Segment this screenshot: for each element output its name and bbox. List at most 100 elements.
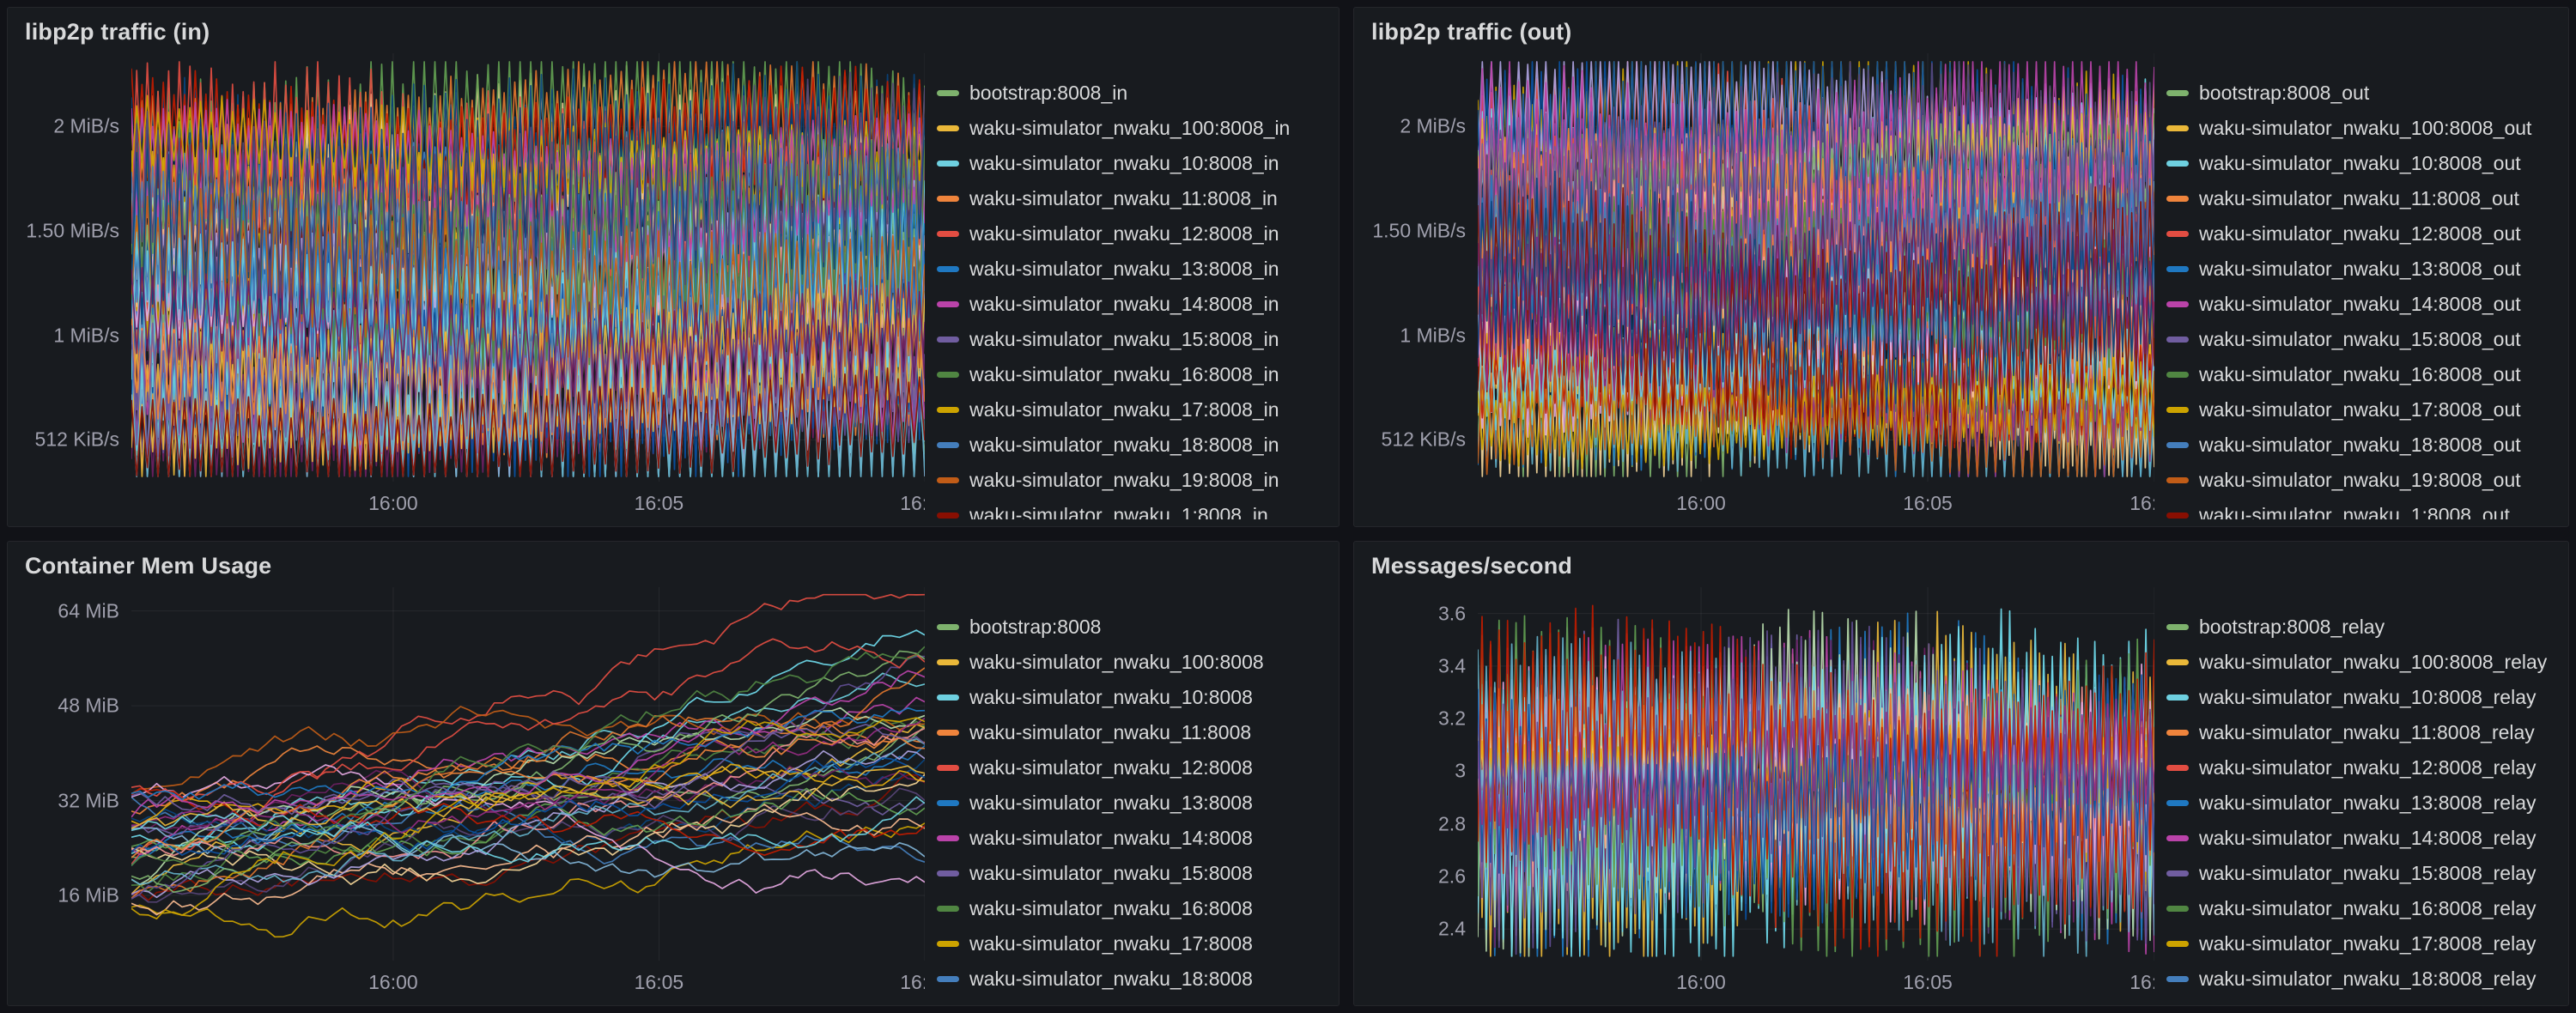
legend-series-label: bootstrap:8008 (969, 616, 1102, 638)
panel-title[interactable]: Messages/second (1371, 553, 1573, 579)
legend[interactable]: bootstrap:8008_out waku-simulator_nwaku_1… (2154, 53, 2561, 519)
x-tick-label: 16:00 (368, 492, 418, 514)
legend-series-label: waku-simulator_nwaku_15:8008_out (2199, 328, 2521, 350)
legend-series-label: waku-simulator_nwaku_14:8008_relay (2199, 827, 2537, 849)
panel-title[interactable]: libp2p traffic (in) (25, 19, 210, 45)
legend-series-label: waku-simulator_nwaku_16:8008_relay (2199, 897, 2537, 919)
y-tick-label: 2 MiB/s (1400, 114, 1466, 137)
legend-item[interactable]: waku-simulator_nwaku_100:8008_relay (2166, 645, 2561, 680)
legend-item[interactable]: waku-simulator_nwaku_100:8008 (937, 645, 1332, 680)
legend-item[interactable]: waku-simulator_nwaku_18:8008_relay (2166, 961, 2561, 997)
x-tick-label: 16:05 (1903, 492, 1953, 514)
legend-series-label: waku-simulator_nwaku_11:8008_relay (2199, 721, 2535, 743)
x-tick-label: 16:10 (900, 492, 925, 514)
legend-item[interactable]: waku-simulator_nwaku_11:8008 (937, 715, 1332, 750)
legend-item[interactable]: waku-simulator_nwaku_14:8008_out (2166, 287, 2561, 322)
legend-item[interactable]: waku-simulator_nwaku_14:8008_in (937, 287, 1332, 322)
legend-item[interactable]: waku-simulator_nwaku_12:8008_relay (2166, 750, 2561, 786)
legend-item[interactable]: waku-simulator_nwaku_18:8008_out (2166, 428, 2561, 463)
legend-series-label: waku-simulator_nwaku_100:8008 (969, 651, 1264, 673)
legend-item[interactable]: waku-simulator_nwaku_13:8008_in (937, 252, 1332, 287)
legend-item[interactable]: bootstrap:8008_relay (2166, 610, 2561, 645)
y-tick-label: 512 KiB/s (1381, 428, 1466, 451)
legend-item[interactable]: waku-simulator_nwaku_1:8008_in (937, 498, 1332, 519)
legend-item[interactable]: waku-simulator_nwaku_12:8008_out (2166, 216, 2561, 252)
legend-item[interactable]: waku-simulator_nwaku_11:8008_in (937, 181, 1332, 216)
legend-item[interactable]: waku-simulator_nwaku_16:8008 (937, 891, 1332, 926)
legend-item[interactable]: waku-simulator_nwaku_16:8008_in (937, 357, 1332, 392)
legend-item[interactable]: waku-simulator_nwaku_16:8008_out (2166, 357, 2561, 392)
legend-item[interactable]: waku-simulator_nwaku_11:8008_relay (2166, 715, 2561, 750)
legend-item[interactable]: waku-simulator_nwaku_100:8008_in (937, 111, 1332, 146)
legend-item[interactable]: waku-simulator_nwaku_16:8008_relay (2166, 891, 2561, 926)
time-series-chart: 64 MiB 48 MiB 32 MiB 16 MiB 16:00 16:05 16:10 (11, 587, 925, 998)
legend-item[interactable]: waku-simulator_nwaku_13:8008 (937, 786, 1332, 821)
legend-series-label: waku-simulator_nwaku_17:8008 (969, 932, 1253, 955)
panel-header: libp2p traffic (in) (8, 8, 1339, 50)
legend-item[interactable]: bootstrap:8008_in (937, 76, 1332, 111)
series-line (1478, 61, 2154, 314)
legend-series-label: waku-simulator_nwaku_100:8008_out (2199, 117, 2532, 139)
legend-item[interactable]: waku-simulator_nwaku_17:8008_relay (2166, 926, 2561, 961)
panel-title[interactable]: Container Mem Usage (25, 553, 272, 579)
time-series-chart: 2 MiB/s 1.50 MiB/s 1 MiB/s 512 KiB/s 16:00 1… (1358, 53, 2154, 519)
legend-series-swatch (937, 870, 959, 877)
legend-series-swatch (937, 477, 959, 483)
y-tick-label: 32 MiB (58, 789, 119, 812)
series-line (1478, 337, 2154, 477)
legend-item[interactable]: waku-simulator_nwaku_11:8008_out (2166, 181, 2561, 216)
legend-item[interactable]: waku-simulator_nwaku_10:8008_relay (2166, 680, 2561, 715)
plot-area[interactable] (131, 53, 925, 482)
legend-item[interactable]: waku-simulator_nwaku_12:8008_in (937, 216, 1332, 252)
legend-item[interactable]: bootstrap:8008 (937, 610, 1332, 645)
legend-series-label: waku-simulator_nwaku_15:8008_in (969, 328, 1279, 350)
legend-item[interactable]: waku-simulator_nwaku_18:8008 (937, 961, 1332, 997)
legend-item[interactable]: bootstrap:8008_out (2166, 76, 2561, 111)
x-tick-label: 16:00 (1676, 971, 1726, 993)
legend-series-swatch (2166, 337, 2189, 343)
legend-item[interactable]: waku-simulator_nwaku_10:8008 (937, 680, 1332, 715)
legend-series-label: waku-simulator_nwaku_17:8008_relay (2199, 932, 2537, 955)
legend-item[interactable]: waku-simulator_nwaku_17:8008_out (2166, 392, 2561, 428)
legend[interactable]: bootstrap:8008 waku-simulator_nwaku_100:8… (925, 587, 1332, 998)
legend-series-swatch (2166, 125, 2189, 131)
legend[interactable]: bootstrap:8008_relay waku-simulator_nwaku… (2154, 587, 2561, 998)
legend-item[interactable]: waku-simulator_nwaku_19:8008_in (937, 463, 1332, 498)
series-line (131, 717, 925, 920)
legend-item[interactable]: waku-simulator_nwaku_10:8008_out (2166, 146, 2561, 181)
series-line (131, 61, 925, 330)
legend-item[interactable]: waku-simulator_nwaku_12:8008 (937, 750, 1332, 786)
legend[interactable]: bootstrap:8008_in waku-simulator_nwaku_10… (925, 53, 1332, 519)
legend-series-label: waku-simulator_nwaku_13:8008 (969, 792, 1253, 814)
legend-series-label: waku-simulator_nwaku_11:8008 (969, 721, 1252, 743)
legend-item[interactable]: waku-simulator_nwaku_100:8008_out (2166, 111, 2561, 146)
legend-item[interactable]: waku-simulator_nwaku_15:8008_relay (2166, 856, 2561, 891)
legend-item[interactable]: waku-simulator_nwaku_10:8008_in (937, 146, 1332, 181)
series-line (131, 810, 925, 878)
legend-item[interactable]: waku-simulator_nwaku_15:8008_in (937, 322, 1332, 357)
legend-item[interactable]: waku-simulator_nwaku_18:8008_in (937, 428, 1332, 463)
legend-item[interactable]: waku-simulator_nwaku_17:8008_in (937, 392, 1332, 428)
legend-item[interactable]: waku-simulator_nwaku_14:8008_relay (2166, 821, 2561, 856)
plot-area[interactable] (131, 587, 925, 961)
plot-area[interactable] (1478, 587, 2154, 961)
legend-series-label: waku-simulator_nwaku_12:8008_in (969, 222, 1279, 245)
legend-item[interactable]: waku-simulator_nwaku_14:8008 (937, 821, 1332, 856)
legend-item[interactable]: waku-simulator_nwaku_13:8008_out (2166, 252, 2561, 287)
legend-item[interactable]: waku-simulator_nwaku_15:8008 (937, 856, 1332, 891)
legend-item[interactable]: waku-simulator_nwaku_17:8008 (937, 926, 1332, 961)
series-line (131, 707, 925, 801)
panel-title[interactable]: libp2p traffic (out) (1371, 19, 1572, 45)
legend-series-label: waku-simulator_nwaku_15:8008 (969, 862, 1253, 884)
legend-item[interactable]: waku-simulator_nwaku_15:8008_out (2166, 322, 2561, 357)
series-line (131, 787, 925, 903)
legend-item[interactable]: waku-simulator_nwaku_19:8008_out (2166, 463, 2561, 498)
series-line (131, 71, 925, 315)
y-axis: 64 MiB 48 MiB 32 MiB 16 MiB (11, 587, 131, 961)
series-line (131, 773, 925, 885)
plot-area[interactable] (1478, 53, 2154, 482)
series-line (131, 278, 925, 467)
legend-item[interactable]: waku-simulator_nwaku_1:8008_out (2166, 498, 2561, 519)
legend-item[interactable]: waku-simulator_nwaku_13:8008_relay (2166, 786, 2561, 821)
